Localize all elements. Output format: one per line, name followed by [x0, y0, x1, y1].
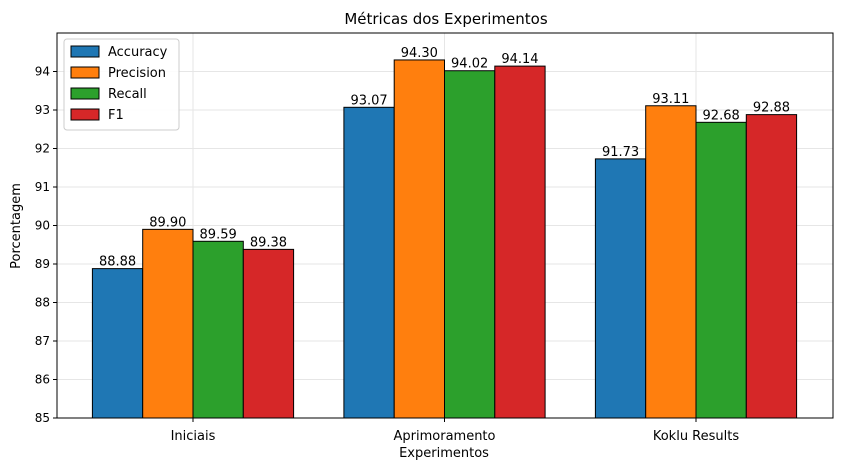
bar — [242, 248, 295, 419]
bar — [393, 59, 446, 419]
y-tick-label: 90 — [35, 219, 50, 233]
x-tick-label: Iniciais — [171, 429, 216, 444]
bar — [695, 121, 747, 419]
y-axis-label: Porcentagem — [9, 183, 24, 269]
y-tick-label: 94 — [35, 65, 50, 79]
bar-value-label: 89.59 — [200, 227, 237, 242]
x-tick-label: Koklu Results — [653, 429, 740, 444]
legend-swatch — [70, 108, 100, 121]
legend-label: Accuracy — [108, 45, 168, 60]
bar — [192, 240, 244, 419]
bar — [594, 158, 647, 419]
bar — [142, 228, 194, 419]
legend-label: Precision — [108, 66, 166, 81]
bar-value-label: 94.30 — [401, 46, 438, 61]
bar-value-label: 92.68 — [703, 108, 740, 123]
legend-swatch — [70, 87, 100, 100]
y-tick-label: 86 — [35, 373, 50, 387]
bar-value-label: 89.38 — [250, 235, 287, 250]
bar — [645, 105, 697, 419]
x-axis: Iniciais Aprimoramento Koklu Results — [171, 418, 740, 444]
bar-value-label: 93.11 — [652, 92, 689, 107]
x-tick-label: Aprimoramento — [394, 429, 496, 444]
bar-value-labels: 88.88 89.90 89.59 89.38 93.07 94.30 94.02 94.14… — [99, 46, 790, 270]
bar — [494, 65, 546, 419]
bar-value-label: 93.07 — [350, 93, 387, 108]
legend: Accuracy Precision Recall F1 — [63, 38, 180, 131]
y-tick-label: 88 — [35, 296, 50, 310]
legend-label: F1 — [108, 108, 124, 123]
legend-swatch — [70, 66, 100, 79]
y-tick-label: 93 — [35, 103, 50, 117]
y-tick-label: 89 — [35, 257, 50, 271]
bar — [745, 114, 798, 419]
bar-value-label: 91.73 — [602, 145, 639, 160]
chart-title: Métricas dos Experimentos — [344, 10, 548, 28]
legend-swatch — [70, 45, 100, 58]
bar-value-label: 89.90 — [149, 215, 186, 230]
y-tick-label: 85 — [35, 411, 50, 425]
bar — [91, 268, 144, 419]
bar-value-label: 94.02 — [451, 57, 488, 72]
y-tick-label: 92 — [35, 142, 50, 156]
bar — [444, 70, 496, 419]
bar-value-label: 92.88 — [753, 101, 790, 116]
y-tick-label: 91 — [35, 180, 50, 194]
bar-value-label: 94.14 — [501, 52, 538, 67]
bar — [343, 106, 395, 419]
y-tick-label: 87 — [35, 334, 50, 348]
bar-value-label: 88.88 — [99, 255, 136, 270]
legend-box — [63, 38, 180, 131]
legend-label: Recall — [108, 87, 147, 102]
y-axis: 85 86 87 88 89 90 91 92 93 94 — [35, 65, 57, 425]
bars — [91, 59, 798, 419]
x-axis-label: Experimentos — [399, 446, 489, 461]
